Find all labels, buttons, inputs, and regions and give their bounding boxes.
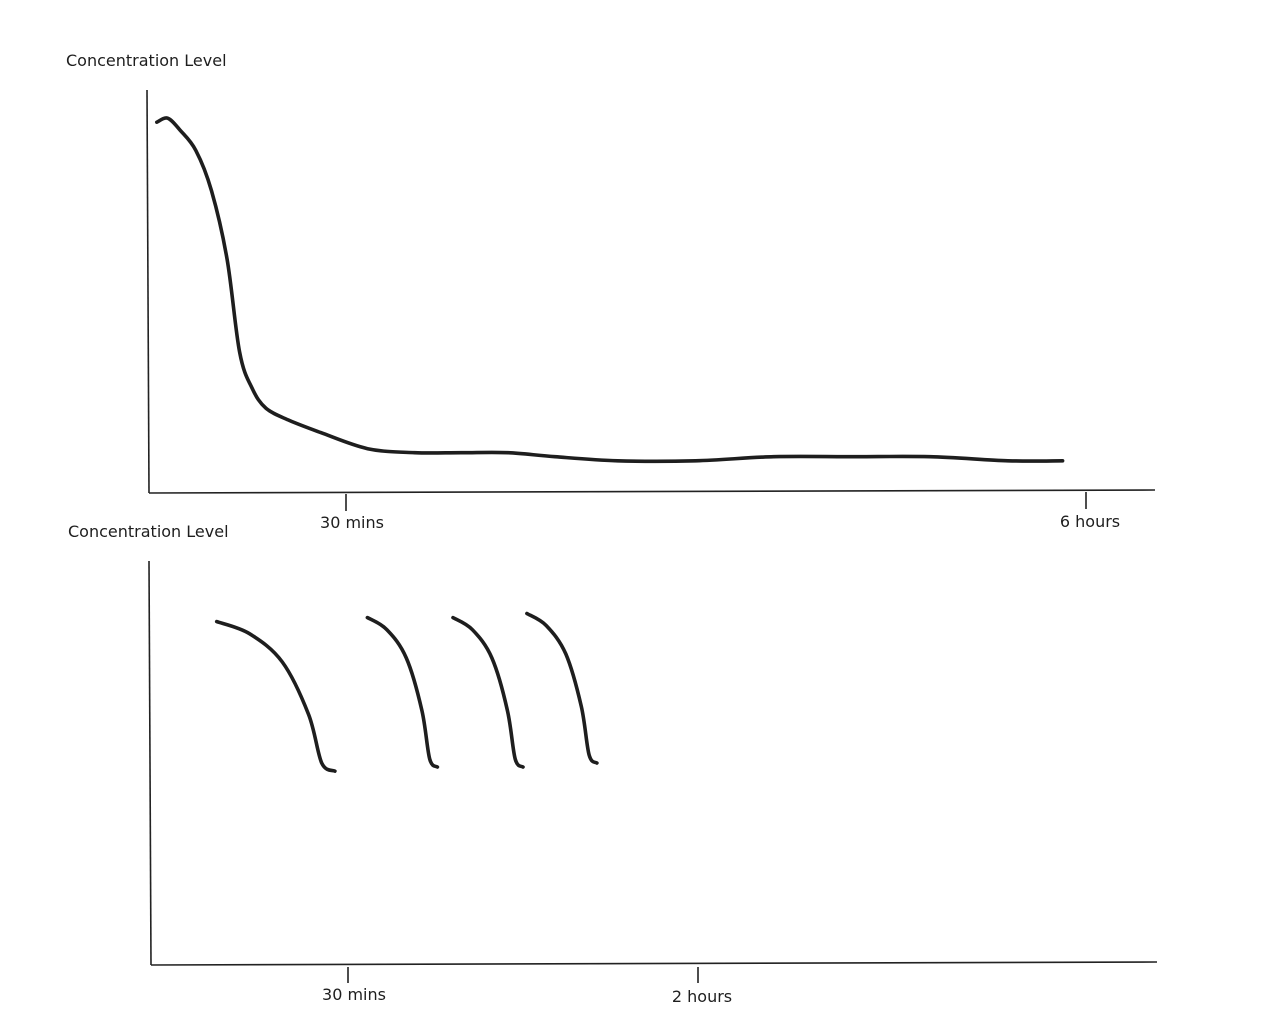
chart-concentration-2-hours: Concentration Level 30 mins 2 hours: [0, 520, 1273, 1035]
chart-plot-area: [148, 560, 1158, 983]
x-axis-line: [148, 489, 1156, 494]
x-tick-label: 30 mins: [320, 513, 384, 532]
y-axis-label: Concentration Level: [68, 522, 229, 541]
series-line: [155, 116, 1065, 464]
series-line: [365, 615, 440, 769]
series-line: [451, 615, 525, 769]
y-axis-label: Concentration Level: [66, 51, 227, 70]
y-axis-line: [146, 89, 150, 494]
series-line: [525, 611, 599, 765]
x-tick-label: 2 hours: [671, 987, 733, 1006]
x-tick-label: 6 hours: [1059, 512, 1121, 531]
y-axis-line: [148, 560, 152, 966]
series-line: [214, 619, 337, 773]
chart-plot-area: [146, 89, 1156, 511]
x-axis-line: [150, 961, 1158, 966]
chart-concentration-6-hours: Concentration Level 30 mins 6 hours: [66, 51, 1156, 532]
x-tick-label: 30 mins: [322, 985, 386, 1004]
